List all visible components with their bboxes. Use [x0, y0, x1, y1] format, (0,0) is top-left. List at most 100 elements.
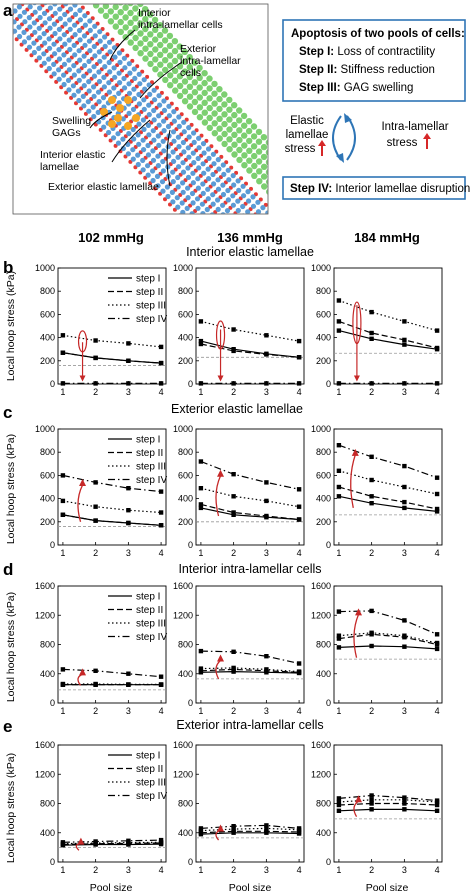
cell-layer — [13, 4, 215, 214]
data-point — [198, 486, 204, 491]
data-point — [402, 505, 407, 511]
legend-label-2: step II — [136, 287, 163, 298]
data-point — [434, 345, 440, 351]
data-point — [93, 668, 98, 673]
x-tick-label: 1 — [60, 387, 65, 397]
legend-label-3: step III — [136, 619, 166, 630]
intra-stress-label-2: stress — [387, 137, 418, 149]
plot-frame — [195, 267, 305, 385]
elastic-stress-label-2: lamellae — [286, 129, 329, 141]
data-point — [402, 319, 407, 324]
y-tick-label: 1000 — [35, 424, 55, 434]
data-point — [231, 348, 236, 354]
series-line-4 — [200, 824, 300, 829]
y-tick-label: 800 — [316, 447, 331, 457]
data-point — [369, 797, 374, 802]
series-line-2 — [338, 320, 438, 349]
y-tick-label: 400 — [178, 828, 193, 838]
x-tick-label: 2 — [369, 865, 374, 875]
red-arrowhead-icon — [351, 448, 359, 456]
data-point — [60, 333, 66, 338]
plot-frame — [57, 428, 167, 546]
series-line-4 — [200, 460, 300, 490]
data-point — [126, 520, 131, 526]
series-line-1 — [62, 843, 162, 846]
y-tick-label: 800 — [178, 286, 193, 296]
y-tick-label: 1200 — [35, 769, 55, 779]
outer-cell-layer — [92, 4, 268, 195]
plot-frame — [195, 744, 305, 863]
y-tick-label: 0 — [326, 857, 331, 867]
data-point — [264, 513, 269, 519]
intra-stress-label-1: Intra-lamellar — [381, 121, 448, 133]
label-exterior-cells: Exterior intra-lamellar cells — [180, 43, 241, 79]
leader-line — [111, 119, 151, 163]
data-point — [231, 649, 236, 654]
y-tick-label: 0 — [188, 698, 193, 708]
row-d-title: Interior intra-lamellar cells — [178, 562, 321, 576]
y-axis-label-d: Local hoop stress (kPa) — [5, 592, 17, 702]
y-tick-label: 400 — [316, 333, 331, 343]
data-point — [93, 681, 98, 687]
x-tick-label: 1 — [60, 865, 65, 875]
x-tick-label: 3 — [402, 387, 407, 397]
legend-label-4: step IV — [136, 632, 167, 643]
step-2-line: Step II: Stiffness reduction — [299, 64, 435, 76]
x-tick-label: 2 — [93, 865, 98, 875]
data-point — [434, 328, 440, 333]
data-point — [198, 826, 204, 831]
apoptosis-title: Apoptosis of two pools of cells: — [291, 28, 465, 40]
red-arrowhead-icon — [355, 608, 363, 616]
elastic-stress-label-1: Elastic — [290, 115, 324, 127]
legend-label-1: step I — [136, 274, 160, 285]
data-point — [264, 352, 269, 357]
data-point — [434, 491, 440, 497]
x-tick-label: 4 — [159, 387, 164, 397]
legend: step I step II step III step IV — [108, 592, 167, 643]
y-tick-label: 200 — [40, 356, 55, 366]
label-interior-cells: Interior intra-lamellar cells — [138, 7, 223, 31]
data-point — [296, 661, 302, 666]
red-arrowhead-icon — [217, 375, 224, 382]
data-point — [60, 473, 66, 478]
plot-frame — [333, 585, 443, 704]
data-point — [336, 808, 342, 813]
legend-label-2: step II — [136, 764, 163, 775]
annotation-arrow — [215, 475, 222, 517]
x-tick-label: 2 — [231, 865, 236, 875]
annotation-arrow — [215, 659, 221, 680]
data-point — [60, 350, 66, 355]
y-tick-label: 200 — [178, 517, 193, 527]
red-up-arrow-icon — [318, 140, 326, 156]
x-tick-label: 1 — [198, 548, 203, 558]
data-point — [434, 509, 440, 514]
x-tick-label: 4 — [297, 387, 302, 397]
y-tick-label: 1200 — [35, 610, 55, 620]
y-tick-label: 600 — [316, 309, 331, 319]
series-line-1 — [338, 645, 438, 650]
y-tick-label: 0 — [188, 540, 193, 550]
cell-layer — [13, 19, 195, 214]
data-point — [402, 342, 407, 347]
data-point — [336, 443, 342, 448]
swelling-gags — [100, 96, 140, 130]
data-point — [264, 667, 269, 672]
y-tick-label: 1200 — [173, 769, 193, 779]
data-point — [336, 328, 342, 333]
data-point — [126, 682, 131, 687]
row-e-title: Exterior intra-lamellar cells — [176, 718, 323, 732]
row-c-letter: c — [3, 403, 12, 422]
y-tick-label: 400 — [40, 333, 55, 343]
x-tick-label: 4 — [435, 706, 440, 716]
data-point — [60, 840, 66, 845]
data-point — [434, 646, 440, 652]
cell-layer — [43, 4, 251, 214]
row-e-letter: e — [3, 717, 12, 736]
data-point — [126, 341, 131, 346]
stress-cycle: Elastic lamellae stress Intra-lamellar s… — [285, 113, 449, 163]
data-point — [231, 327, 236, 332]
x-tick-label: 2 — [93, 548, 98, 558]
series-line-1 — [338, 495, 438, 512]
data-point — [198, 502, 204, 507]
